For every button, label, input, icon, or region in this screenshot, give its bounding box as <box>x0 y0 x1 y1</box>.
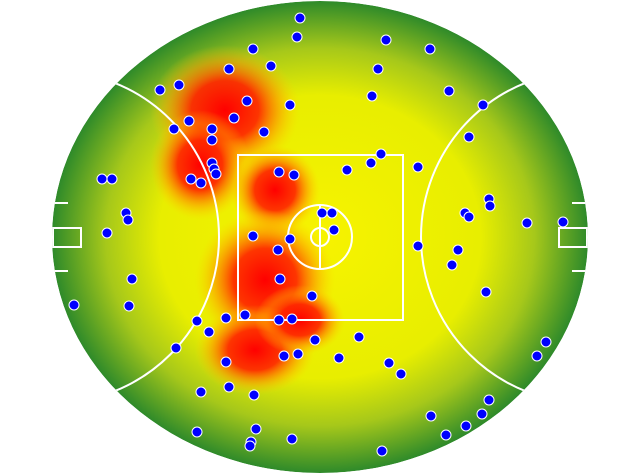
point <box>286 313 298 325</box>
point <box>228 112 240 124</box>
point <box>483 394 495 406</box>
point <box>309 334 321 346</box>
point <box>258 126 270 138</box>
point <box>191 426 203 438</box>
point <box>123 300 135 312</box>
point <box>540 336 552 348</box>
point <box>484 200 496 212</box>
point <box>291 31 303 43</box>
point <box>480 286 492 298</box>
point <box>294 12 306 24</box>
point <box>126 273 138 285</box>
point <box>272 244 284 256</box>
point <box>288 169 300 181</box>
point <box>106 173 118 185</box>
point <box>440 429 452 441</box>
point <box>206 123 218 135</box>
point <box>220 312 232 324</box>
point <box>248 389 260 401</box>
point <box>380 34 392 46</box>
point <box>122 214 134 226</box>
point <box>223 381 235 393</box>
point <box>412 240 424 252</box>
point <box>412 161 424 173</box>
point <box>521 217 533 229</box>
point <box>446 259 458 271</box>
point <box>284 99 296 111</box>
point <box>460 420 472 432</box>
point <box>96 173 108 185</box>
point <box>375 148 387 160</box>
point <box>206 134 218 146</box>
point <box>68 299 80 311</box>
point <box>273 166 285 178</box>
point <box>557 216 569 228</box>
heat-zone <box>150 110 250 220</box>
point <box>372 63 384 75</box>
point <box>278 350 290 362</box>
point <box>274 273 286 285</box>
point <box>365 157 377 169</box>
point <box>531 350 543 362</box>
point <box>425 410 437 422</box>
point <box>366 90 378 102</box>
point <box>284 233 296 245</box>
point <box>265 60 277 72</box>
point <box>353 331 365 343</box>
point <box>241 95 253 107</box>
point <box>333 352 345 364</box>
point <box>286 433 298 445</box>
point <box>173 79 185 91</box>
point <box>395 368 407 380</box>
point <box>376 445 388 457</box>
points <box>68 12 569 457</box>
point <box>306 290 318 302</box>
point <box>220 356 232 368</box>
point <box>210 168 222 180</box>
point <box>191 315 203 327</box>
point <box>185 173 197 185</box>
point <box>247 43 259 55</box>
point <box>476 408 488 420</box>
point <box>247 230 259 242</box>
point <box>452 244 464 256</box>
point <box>326 207 338 219</box>
point <box>424 43 436 55</box>
point <box>170 342 182 354</box>
point <box>463 211 475 223</box>
point <box>154 84 166 96</box>
point <box>250 423 262 435</box>
point <box>239 309 251 321</box>
point <box>195 177 207 189</box>
point <box>443 85 455 97</box>
point <box>101 227 113 239</box>
point <box>477 99 489 111</box>
point <box>316 207 328 219</box>
point <box>168 123 180 135</box>
point <box>328 224 340 236</box>
point <box>183 115 195 127</box>
point <box>195 386 207 398</box>
point <box>341 164 353 176</box>
point <box>223 63 235 75</box>
point <box>273 314 285 326</box>
point <box>463 131 475 143</box>
point <box>244 440 256 452</box>
point <box>203 326 215 338</box>
point <box>383 357 395 369</box>
point <box>292 348 304 360</box>
